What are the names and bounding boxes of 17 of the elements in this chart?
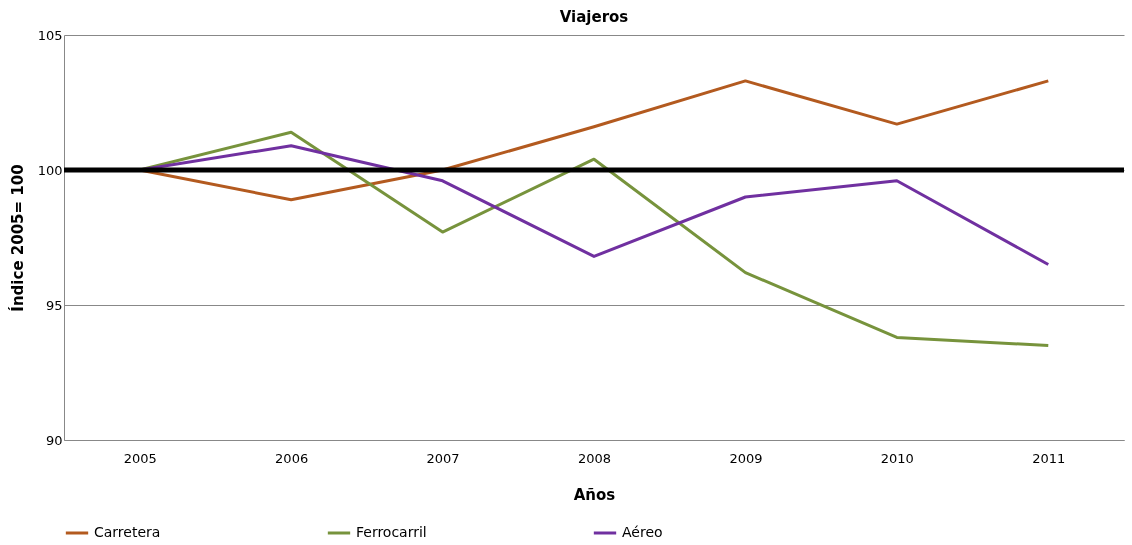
legend-label: Aéreo <box>622 524 663 540</box>
y-tick-label: 100 <box>37 162 63 178</box>
legend-label: Carretera <box>94 524 161 540</box>
y-tick-label: 90 <box>45 432 63 448</box>
legend-label: Ferrocarril <box>356 524 427 540</box>
x-tick-label: 2006 <box>275 450 309 466</box>
x-tick-label: 2011 <box>1032 450 1066 466</box>
x-tick-label: 2005 <box>123 450 157 466</box>
y-tick-label: 105 <box>37 27 63 43</box>
chart-title: Viajeros <box>559 8 629 26</box>
x-axis-title: Años <box>573 485 616 504</box>
x-tick-label: 2007 <box>426 450 460 466</box>
y-tick-label: 95 <box>45 297 63 313</box>
x-tick-label: 2009 <box>729 450 763 466</box>
x-tick-label: 2010 <box>880 450 914 466</box>
y-axis-title: Índice 2005= 100 <box>7 164 27 312</box>
x-tick-label: 2008 <box>577 450 612 466</box>
